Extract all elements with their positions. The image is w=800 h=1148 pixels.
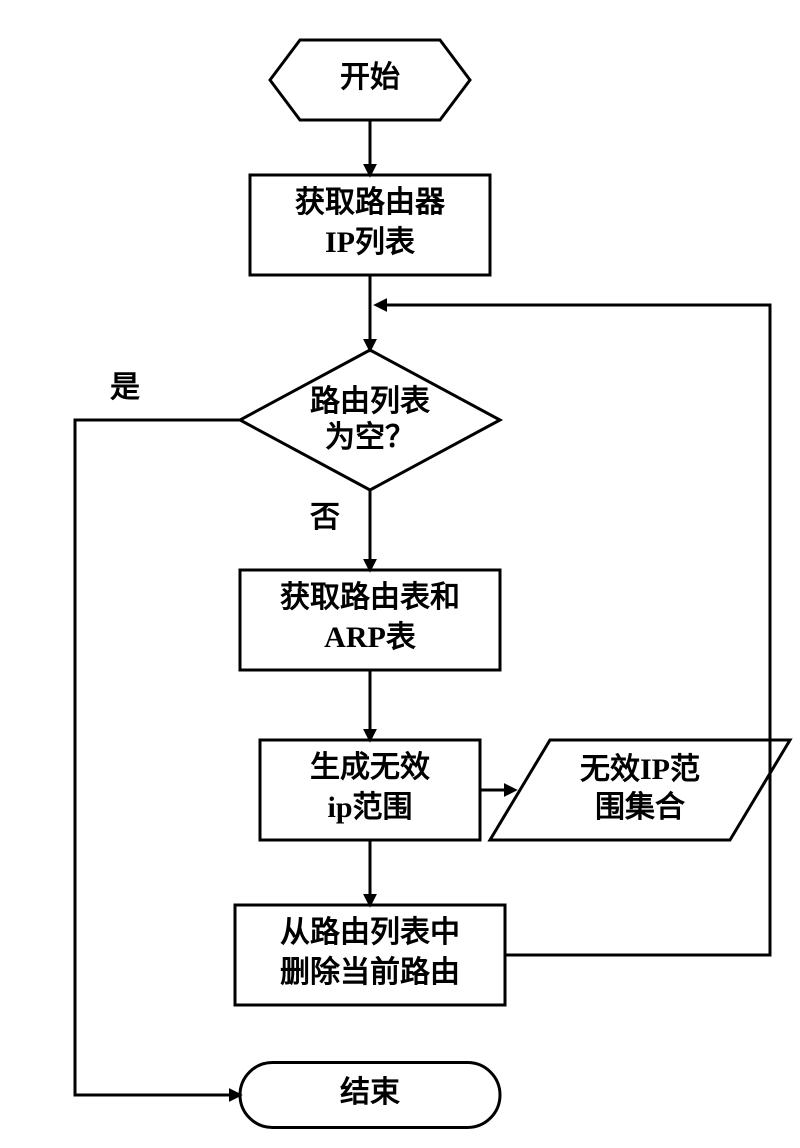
svg-text:是: 是 <box>110 371 140 404</box>
svg-text:获取路由表和: 获取路由表和 <box>280 581 460 614</box>
svg-text:从路由列表中: 从路由列表中 <box>280 916 460 949</box>
svg-text:为空？: 为空？ <box>325 421 415 454</box>
svg-text:开始: 开始 <box>340 61 400 94</box>
svg-text:ip范围: ip范围 <box>327 791 412 824</box>
svg-text:IP列表: IP列表 <box>325 226 415 259</box>
svg-text:结束: 结束 <box>340 1076 400 1109</box>
svg-text:无效IP范: 无效IP范 <box>580 753 700 786</box>
svg-text:围集合: 围集合 <box>595 790 685 824</box>
svg-text:ARP表: ARP表 <box>324 621 416 654</box>
svg-text:删除当前路由: 删除当前路由 <box>280 955 460 989</box>
svg-text:否: 否 <box>310 501 340 534</box>
svg-text:生成无效: 生成无效 <box>310 751 430 784</box>
svg-text:获取路由器: 获取路由器 <box>295 186 446 219</box>
svg-text:路由列表: 路由列表 <box>310 385 430 418</box>
